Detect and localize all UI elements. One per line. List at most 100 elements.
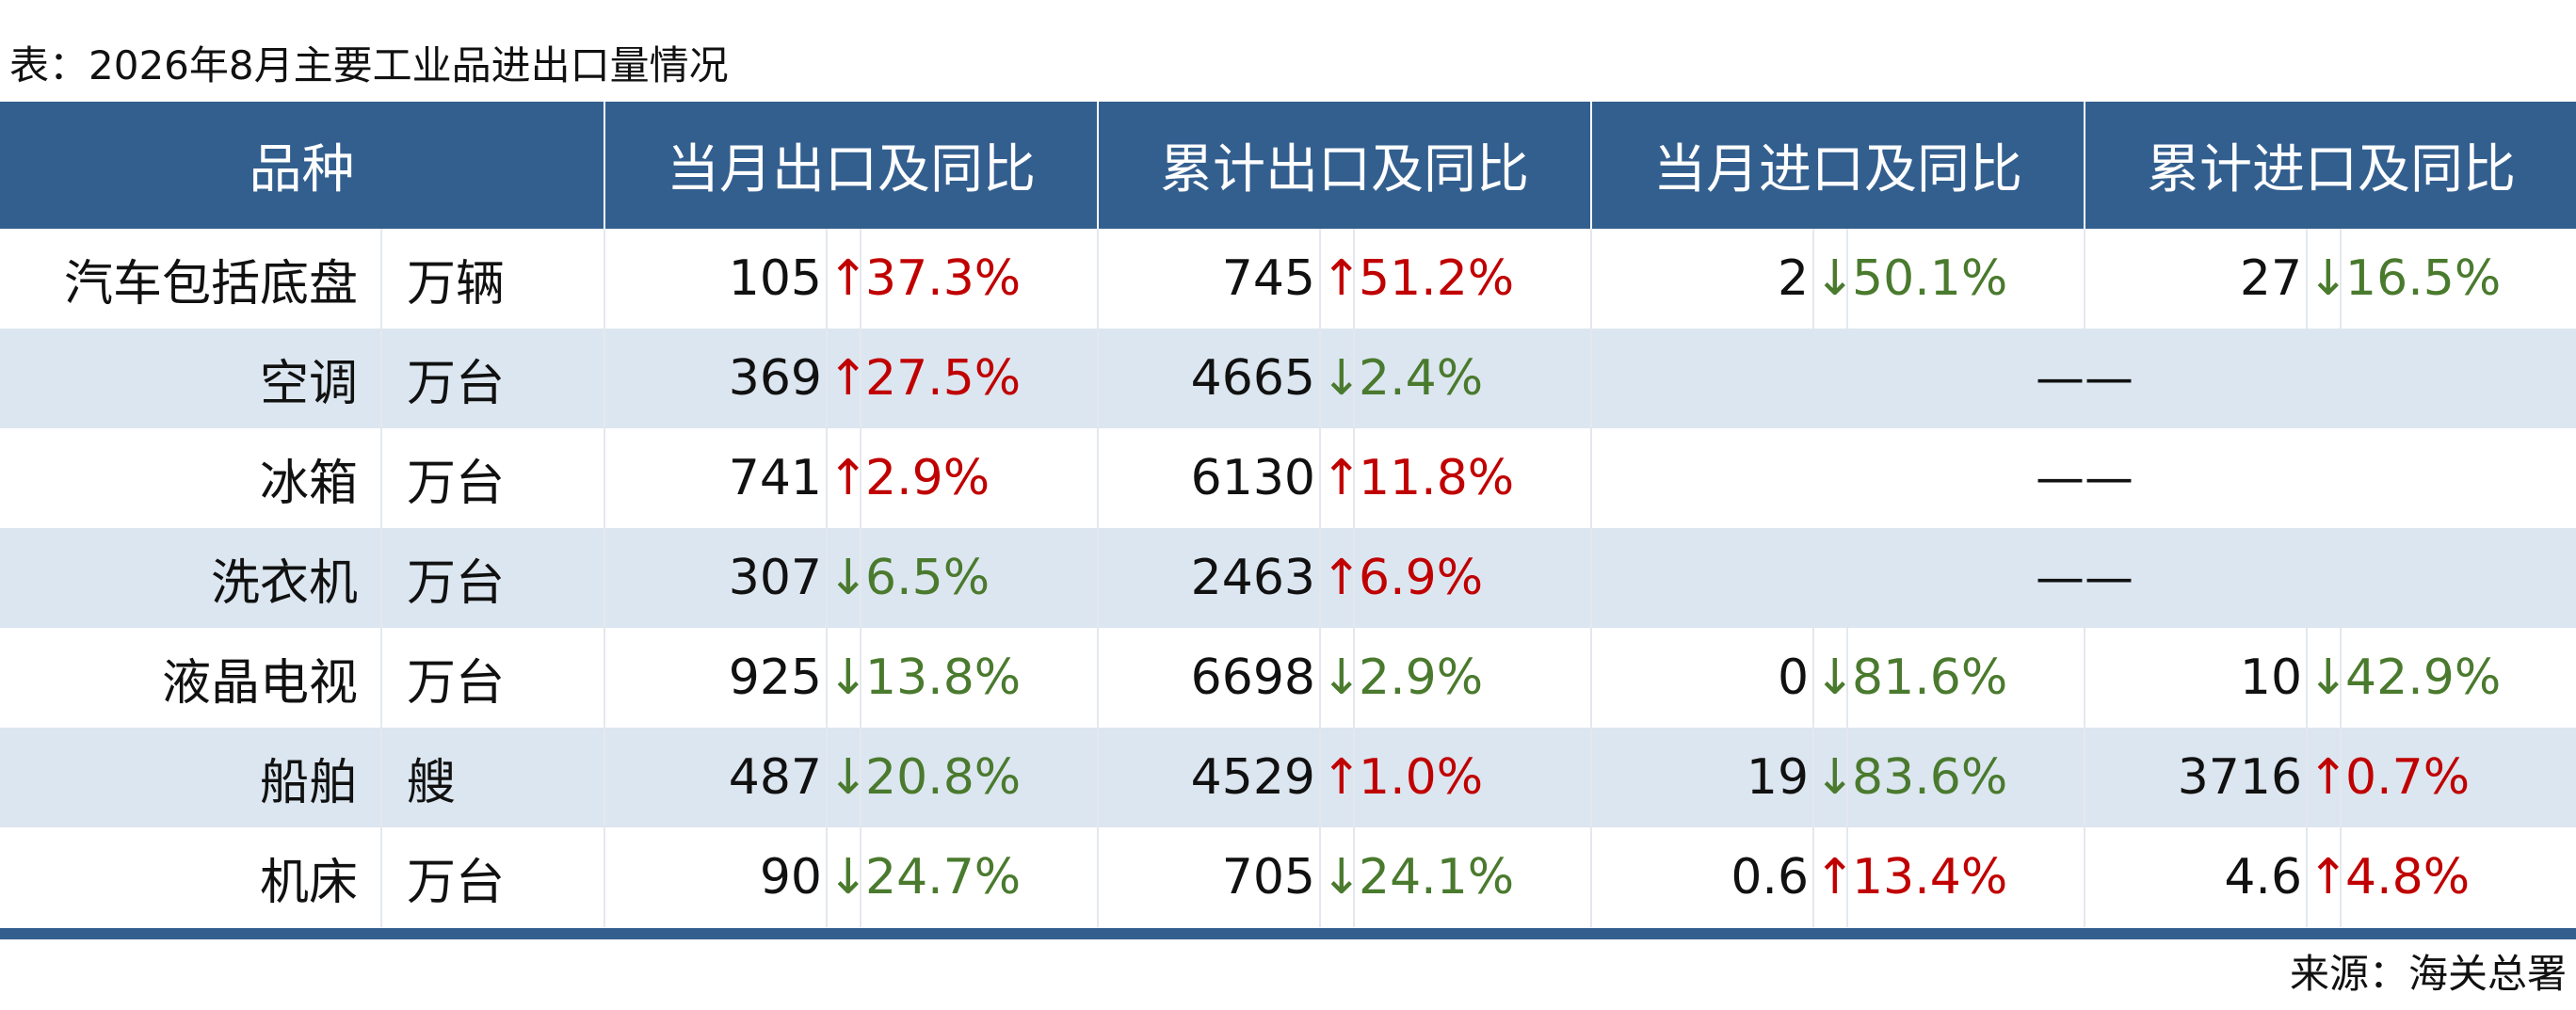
trend-arrow: ↑ <box>1319 229 1362 329</box>
trend-arrow: ↓ <box>1319 628 1362 728</box>
yoy-change: 27.5% <box>859 329 1099 428</box>
trend-arrow: ↑ <box>826 329 869 428</box>
yoy-change: 50.1% <box>1846 229 2085 329</box>
table-row: 冰箱 万台 741 ↑ 2.9% 6130 ↑ 11.8% —— <box>0 428 2576 528</box>
column-header: 品种 <box>0 102 604 229</box>
volume: 6130 <box>1097 428 1321 528</box>
yoy-change: 42.9% <box>2340 628 2576 728</box>
trend-arrow: ↑ <box>2306 728 2349 827</box>
trend-arrow: ↑ <box>826 229 869 329</box>
volume: 27 <box>2084 229 2308 329</box>
table-row: 船舶艘 487 ↓ 20.8% 4529 ↑ 1.0% 19 ↓ 83.6% 3716 ↑ 0.7% <box>0 728 2576 827</box>
volume: 741 <box>604 428 827 528</box>
unit: 艘 <box>380 728 604 827</box>
product-name: 冰箱 <box>259 455 358 512</box>
trend-arrow: ↓ <box>1812 628 1856 728</box>
yoy-change: 51.2% <box>1353 229 1592 329</box>
volume: 0 <box>1590 628 1814 728</box>
yoy-change: 0.7% <box>2340 728 2576 827</box>
table-title: 表：2026年8月主要工业品进出口量情况 <box>9 42 729 88</box>
volume: 4665 <box>1097 329 1321 428</box>
volume: 3716 <box>2084 728 2308 827</box>
trend-arrow: ↓ <box>1812 728 1856 827</box>
yoy-change: 2.9% <box>1353 628 1592 728</box>
unit: 万台 <box>380 528 604 628</box>
product-name: 液晶电视 <box>161 654 358 712</box>
table-row: 机床 万台 90 ↓ 24.7% 705 ↓ 24.1% 0.6 ↑ 13.4% 4.6 ↑ 4.8% <box>0 827 2576 927</box>
volume: 19 <box>1590 728 1814 827</box>
table-body: 汽车包括底盘 万辆 105 ↑ 37.3% 745 ↑ 51.2% 2 ↓ 50.1% 27 ↓ 16.5… <box>0 229 2576 927</box>
data-table: 品种 当月出口及同比 累计出口及同比 当月进口及同比 累计进口及同比 汽车包括底盘 万辆 1… <box>0 102 2576 927</box>
product-name: 洗衣机 <box>0 528 381 628</box>
trend-arrow: ↓ <box>2306 628 2349 728</box>
volume: 105 <box>604 229 827 329</box>
volume: 487 <box>604 728 827 827</box>
trend-arrow: ↓ <box>2306 229 2349 329</box>
trend-arrow: ↑ <box>826 428 869 528</box>
product-name: 汽车包括底盘 <box>63 255 358 313</box>
trend-arrow: ↓ <box>1319 329 1362 428</box>
yoy-change: 11.8% <box>1353 428 1592 528</box>
product-name: 空调 <box>0 329 381 428</box>
unit: 万辆 <box>380 229 604 329</box>
table-row: 空调 万台 369 ↑ 27.5% 4665 ↓ 2.4% —— <box>0 329 2576 428</box>
yoy-change: 20.8% <box>859 728 1099 827</box>
volume: 307 <box>604 528 827 628</box>
yoy-change: 4.8% <box>2340 827 2576 927</box>
volume: 10 <box>2084 628 2308 728</box>
yoy-change: 16.5% <box>2340 229 2576 329</box>
column-header: 累计进口及同比 <box>2084 102 2576 229</box>
yoy-change: 2.9% <box>859 428 1099 528</box>
volume: 745 <box>1097 229 1321 329</box>
unit: 万台 <box>380 628 604 728</box>
yoy-change: 13.8% <box>859 628 1099 728</box>
table-row: 液晶电视 万台 925 ↓ 13.8% 6698 ↓ 2.9% 0 ↓ 81.6% 10 ↓ 42.9% <box>0 628 2576 728</box>
volume: 369 <box>604 329 827 428</box>
column-header: 累计出口及同比 <box>1097 102 1592 229</box>
trend-arrow: ↓ <box>826 628 869 728</box>
no-data: —— <box>1590 528 2576 628</box>
column-header: 当月出口及同比 <box>603 102 1099 229</box>
yoy-change: 24.7% <box>859 827 1099 927</box>
table-row: 洗衣机 万台 307 ↓ 6.5% 2463 ↑ 6.9% —— <box>0 528 2576 628</box>
product-name: 机床 <box>259 854 358 911</box>
trend-arrow: ↓ <box>826 827 869 927</box>
yoy-change: 83.6% <box>1846 728 2085 827</box>
yoy-change: 24.1% <box>1353 827 1592 927</box>
trend-arrow: ↑ <box>1319 528 1362 628</box>
volume: 90 <box>604 827 827 927</box>
source-note: 来源：海关总署 <box>2289 951 2567 997</box>
volume: 6698 <box>1097 628 1321 728</box>
volume: 4.6 <box>2084 827 2308 927</box>
header-row: 品种 当月出口及同比 累计出口及同比 当月进口及同比 累计进口及同比 <box>0 102 2576 229</box>
yoy-change: 2.4% <box>1353 329 1592 428</box>
column-header: 当月进口及同比 <box>1590 102 2085 229</box>
volume: 705 <box>1097 827 1321 927</box>
volume: 2 <box>1590 229 1814 329</box>
yoy-change: 6.9% <box>1353 528 1592 628</box>
volume: 925 <box>604 628 827 728</box>
yoy-change: 13.4% <box>1846 827 2085 927</box>
trend-arrow: ↓ <box>826 728 869 827</box>
yoy-change: 81.6% <box>1846 628 2085 728</box>
yoy-change: 37.3% <box>859 229 1099 329</box>
yoy-change: 6.5% <box>859 528 1099 628</box>
yoy-change: 1.0% <box>1353 728 1592 827</box>
no-data: —— <box>1590 329 2576 428</box>
trend-arrow: ↑ <box>1812 827 1856 927</box>
unit: 万台 <box>380 428 604 528</box>
product-name: 船舶 <box>0 728 381 827</box>
volume: 2463 <box>1097 528 1321 628</box>
unit: 万台 <box>380 827 604 927</box>
trend-arrow: ↑ <box>1319 728 1362 827</box>
no-data: —— <box>1590 428 2576 528</box>
unit: 万台 <box>380 329 604 428</box>
trend-arrow: ↑ <box>2306 827 2349 927</box>
trend-arrow: ↓ <box>1319 827 1362 927</box>
volume: 4529 <box>1097 728 1321 827</box>
table-row: 汽车包括底盘 万辆 105 ↑ 37.3% 745 ↑ 51.2% 2 ↓ 50.1% 27 ↓ 16.5… <box>0 229 2576 329</box>
trend-arrow: ↑ <box>1319 428 1362 528</box>
bottom-rule <box>0 928 2576 939</box>
trend-arrow: ↓ <box>826 528 869 628</box>
